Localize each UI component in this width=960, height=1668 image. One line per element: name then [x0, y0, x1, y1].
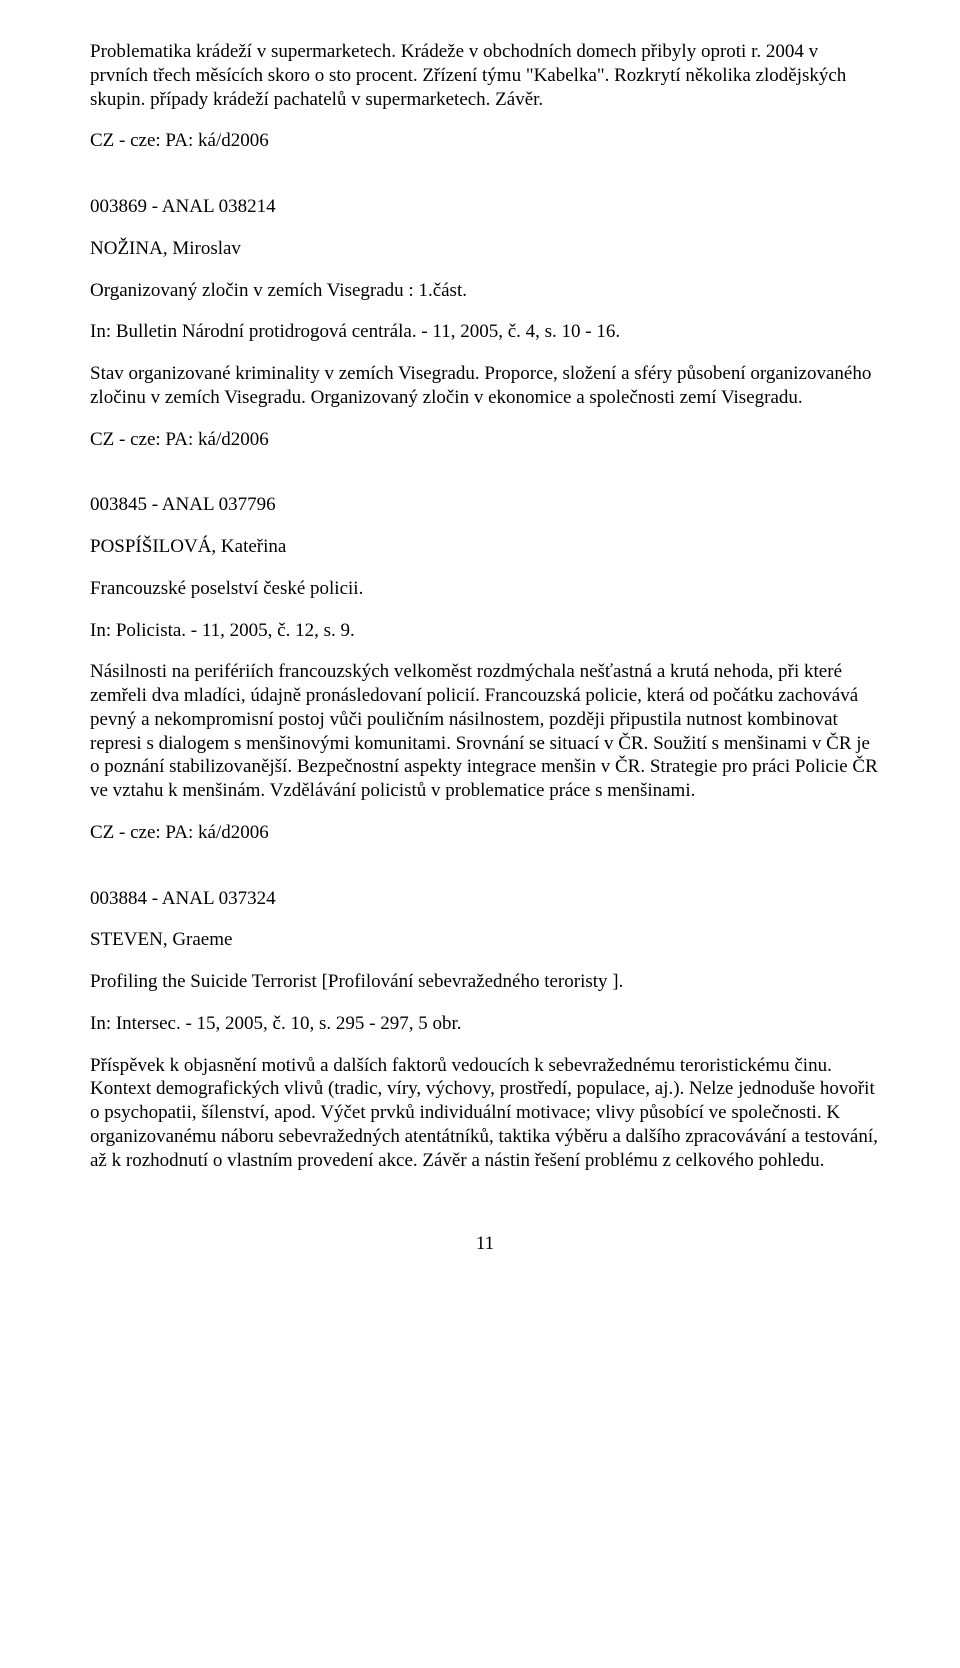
- entry2-author: NOŽINA, Miroslav: [90, 237, 880, 261]
- entry4-source: In: Intersec. - 15, 2005, č. 10, s. 295 …: [90, 1012, 880, 1036]
- entry3-body: Násilnosti na perifériích francouzských …: [90, 660, 880, 803]
- entry4-id: 003884 - ANAL 037324: [90, 887, 880, 911]
- entry4-title: Profiling the Suicide Terrorist [Profilo…: [90, 970, 880, 994]
- entry4-body: Příspěvek k objasnění motivů a dalších f…: [90, 1054, 880, 1173]
- entry3-title: Francouzské poselství české policii.: [90, 577, 880, 601]
- entry2-title: Organizovaný zločin v zemích Visegradu :…: [90, 279, 880, 303]
- entry3-source: In: Policista. - 11, 2005, č. 12, s. 9.: [90, 619, 880, 643]
- entry2-source: In: Bulletin Národní protidrogová centrá…: [90, 320, 880, 344]
- entry3-code: CZ - cze: PA: ká/d2006: [90, 821, 880, 845]
- entry3-author: POSPÍŠILOVÁ, Kateřina: [90, 535, 880, 559]
- entry1-code: CZ - cze: PA: ká/d2006: [90, 129, 880, 153]
- page-number: 11: [90, 1232, 880, 1256]
- spacer: [90, 469, 880, 493]
- entry3-id: 003845 - ANAL 037796: [90, 493, 880, 517]
- entry1-body: Problematika krádeží v supermarketech. K…: [90, 40, 880, 111]
- entry2-body: Stav organizované kriminality v zemích V…: [90, 362, 880, 410]
- entry4-author: STEVEN, Graeme: [90, 928, 880, 952]
- spacer: [90, 863, 880, 887]
- spacer: [90, 171, 880, 195]
- entry2-id: 003869 - ANAL 038214: [90, 195, 880, 219]
- entry2-code: CZ - cze: PA: ká/d2006: [90, 428, 880, 452]
